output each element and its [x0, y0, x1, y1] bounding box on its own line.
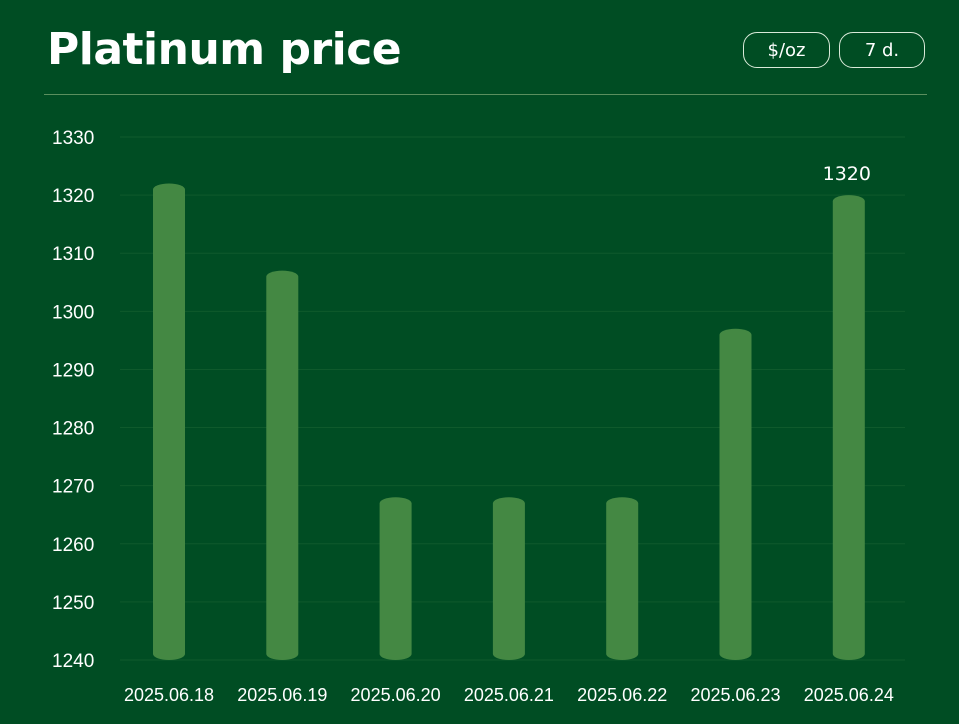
- x-tick-label: 2025.06.21: [464, 685, 554, 705]
- page-title: Platinum price: [47, 24, 402, 75]
- bar[interactable]: [832, 195, 865, 660]
- x-tick-label: 2025.06.20: [351, 685, 441, 705]
- bar[interactable]: [606, 497, 639, 660]
- x-tick-label: 2025.06.22: [577, 685, 667, 705]
- y-tick-label: 1240: [52, 651, 94, 672]
- y-tick-label: 1270: [52, 477, 94, 498]
- y-tick-label: 1280: [52, 419, 94, 440]
- y-tick-label: 1250: [52, 593, 94, 614]
- y-tick-label: 1330: [52, 128, 94, 149]
- data-labels: 1320: [823, 163, 871, 185]
- y-tick-label: 1300: [52, 302, 94, 323]
- y-tick-label: 1290: [52, 360, 94, 381]
- unit-toggle-button[interactable]: $/oz: [743, 32, 830, 68]
- bar[interactable]: [266, 270, 299, 660]
- x-tick-label: 2025.06.23: [690, 685, 780, 705]
- y-axis-ticks: 1240 1250 1260 1270 1280 1290 1300 1310 1320 1330: [52, 128, 94, 672]
- bars: [153, 183, 865, 660]
- grid-lines: [120, 136, 905, 661]
- bar[interactable]: [153, 183, 185, 660]
- header-divider: [44, 94, 927, 95]
- range-select-button[interactable]: 7 d.: [839, 32, 925, 68]
- x-tick-label: 2025.06.24: [804, 685, 894, 705]
- x-tick-label: 2025.06.19: [237, 685, 327, 705]
- bar[interactable]: [492, 497, 525, 660]
- x-axis-ticks: 2025.06.18 2025.06.19 2025.06.20 2025.06.21…: [124, 685, 894, 705]
- y-tick-label: 1320: [52, 186, 94, 207]
- bar[interactable]: [719, 328, 752, 660]
- data-label: 1320: [823, 163, 871, 185]
- y-tick-label: 1310: [52, 244, 94, 265]
- y-tick-label: 1260: [52, 535, 94, 556]
- bar[interactable]: [379, 497, 412, 660]
- x-tick-label: 2025.06.18: [124, 685, 214, 705]
